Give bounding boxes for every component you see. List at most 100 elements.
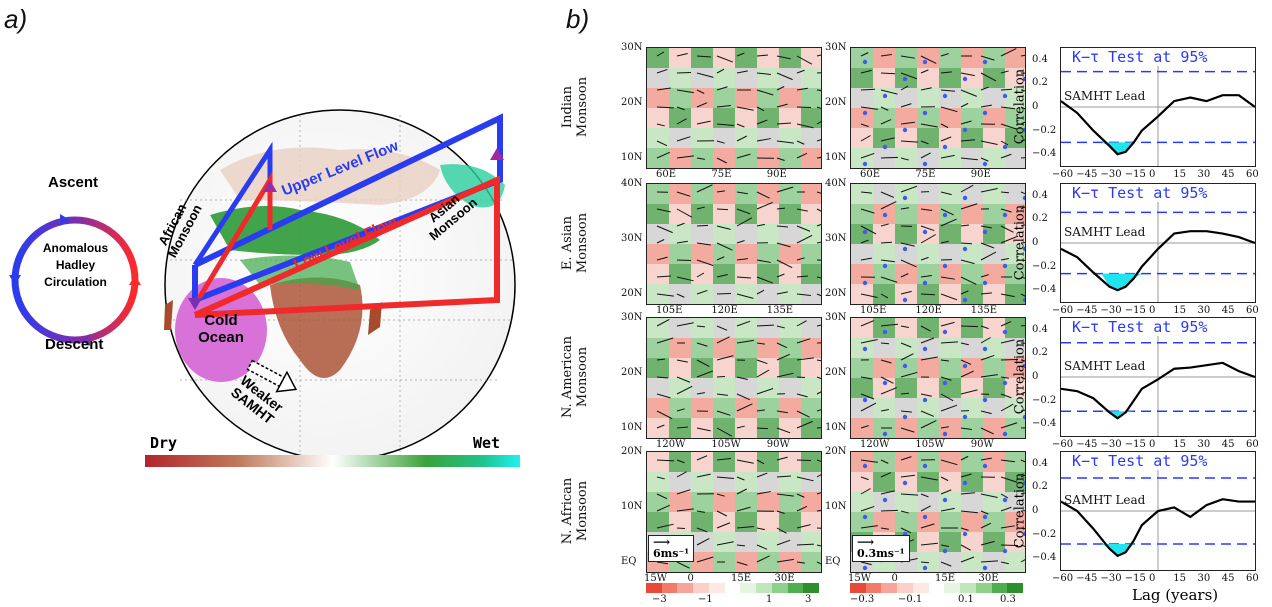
correlation-svg (1060, 48, 1256, 166)
lon-tick: 75E (915, 169, 936, 180)
lat-tick: 10N (621, 422, 643, 433)
dry-wet-colorbar (145, 455, 520, 467)
lead-label: SAMHT Lead (1064, 493, 1146, 507)
colorbar-cell (646, 583, 663, 593)
x-tick: 45 (1221, 439, 1235, 450)
lat-tick: 10N (825, 501, 847, 512)
x-tick: −15 (1124, 439, 1146, 450)
colorbar-cell (803, 583, 820, 593)
y-tick: 0.4 (1032, 457, 1048, 469)
y-axis-label: Correlation (1012, 68, 1028, 145)
colorbar-cell (724, 583, 741, 593)
map-panel (850, 317, 1026, 439)
correlation-plot (1060, 317, 1256, 437)
x-tick: −30 (1100, 573, 1122, 584)
cb2-tick: 0.3 (1000, 594, 1016, 605)
cb2-tick: 0.1 (958, 594, 974, 605)
x-tick: 45 (1221, 573, 1235, 584)
x-tick: 0 (1149, 573, 1156, 584)
x-tick: 60 (1246, 305, 1259, 316)
lat-tick: 30N (825, 312, 847, 323)
lat-tick: 10N (825, 422, 847, 433)
x-tick: −15 (1124, 169, 1146, 180)
x-tick: 0 (1149, 169, 1156, 180)
colorbar-cell (960, 583, 977, 593)
x-tick: −45 (1076, 573, 1098, 584)
lead-label: SAMHT Lead (1064, 359, 1146, 373)
lat-tick: EQ (621, 556, 637, 567)
colorbar-cell (928, 583, 945, 593)
weaker-samht-arrow-icon (246, 359, 298, 393)
ascent-label: Ascent (48, 174, 99, 191)
lon-tick: 0 (891, 573, 898, 584)
y-tick: −0.2 (1032, 528, 1057, 540)
lat-tick: 40N (825, 178, 847, 189)
lon-tick: 105E (860, 305, 887, 316)
lon-tick: 30E (774, 573, 795, 584)
ascent-arrow-icon (60, 214, 70, 226)
significant-area (1101, 544, 1134, 556)
wet-label: Wet (473, 434, 501, 452)
x-tick: 15 (1173, 305, 1186, 316)
descent-label: Descent (45, 336, 104, 353)
significant-area (1101, 273, 1142, 291)
x-tick: −60 (1052, 439, 1074, 450)
lon-tick: 90W (766, 439, 790, 450)
x-tick: 30 (1197, 305, 1211, 316)
lat-tick: EQ (825, 556, 841, 567)
lon-tick: 105W (711, 439, 741, 450)
x-tick: 60 (1246, 439, 1259, 450)
x-tick: −60 (1052, 305, 1074, 316)
lat-tick: 30N (621, 42, 643, 53)
dry-label: Dry (150, 434, 178, 452)
correlation-curve (1060, 230, 1256, 292)
lat-tick: 10N (621, 501, 643, 512)
lon-tick: 30E (978, 573, 999, 584)
colorbar-cell (897, 583, 914, 593)
y-tick: 0.2 (1032, 77, 1048, 89)
lat-tick: 10N (621, 152, 643, 163)
colorbar-cell (787, 583, 804, 593)
x-tick: 0 (1149, 439, 1156, 450)
colorbar-cell (944, 583, 961, 593)
y-tick: −0.4 (1032, 284, 1057, 296)
lat-tick: 20N (621, 446, 643, 457)
correlation-svg (1060, 452, 1255, 570)
colorbar-cell (677, 583, 694, 593)
correlation-svg (1060, 318, 1256, 436)
cb2-tick: −0.1 (898, 594, 923, 605)
colorbar-cell (693, 583, 710, 593)
vector-key: ⟶ 0.3ms⁻¹ (852, 535, 910, 562)
y-axis-label: Correlation (1012, 338, 1028, 415)
cb1-tick: 3 (805, 594, 812, 605)
lon-tick: 90E (970, 169, 991, 180)
x-tick: 45 (1221, 169, 1235, 180)
y-tick: 0 (1032, 505, 1039, 516)
x-tick: −30 (1100, 305, 1122, 316)
colorbar-cell (756, 583, 773, 593)
map-panel (646, 47, 822, 169)
lon-tick: 15E (731, 573, 752, 584)
x-tick: 30 (1197, 573, 1211, 584)
cold-ocean-label: Cold Ocean (198, 312, 244, 346)
map-panel (850, 451, 1026, 573)
colorbar-cell (881, 583, 898, 593)
panel-b-label: b) (566, 4, 590, 34)
x-tick: 60 (1246, 169, 1259, 180)
lat-tick: 30N (621, 312, 643, 323)
colorbar-cell (661, 583, 678, 593)
lon-tick: 60E (656, 169, 677, 180)
map-panel (850, 47, 1026, 169)
row-label: E. Asian Monsoon (560, 212, 590, 274)
lat-tick: 30N (825, 233, 847, 244)
lon-tick: 0 (687, 573, 694, 584)
colorbar-cell (850, 583, 867, 593)
upward-arrow-icon (263, 180, 277, 192)
map-panel (646, 183, 822, 305)
x-tick: −15 (1124, 305, 1146, 316)
lon-tick: 90E (766, 169, 787, 180)
lat-tick: 20N (621, 288, 643, 299)
lon-tick: 15E (935, 573, 956, 584)
y-tick: 0 (1032, 101, 1039, 112)
lead-label: SAMHT Lead (1064, 89, 1146, 103)
